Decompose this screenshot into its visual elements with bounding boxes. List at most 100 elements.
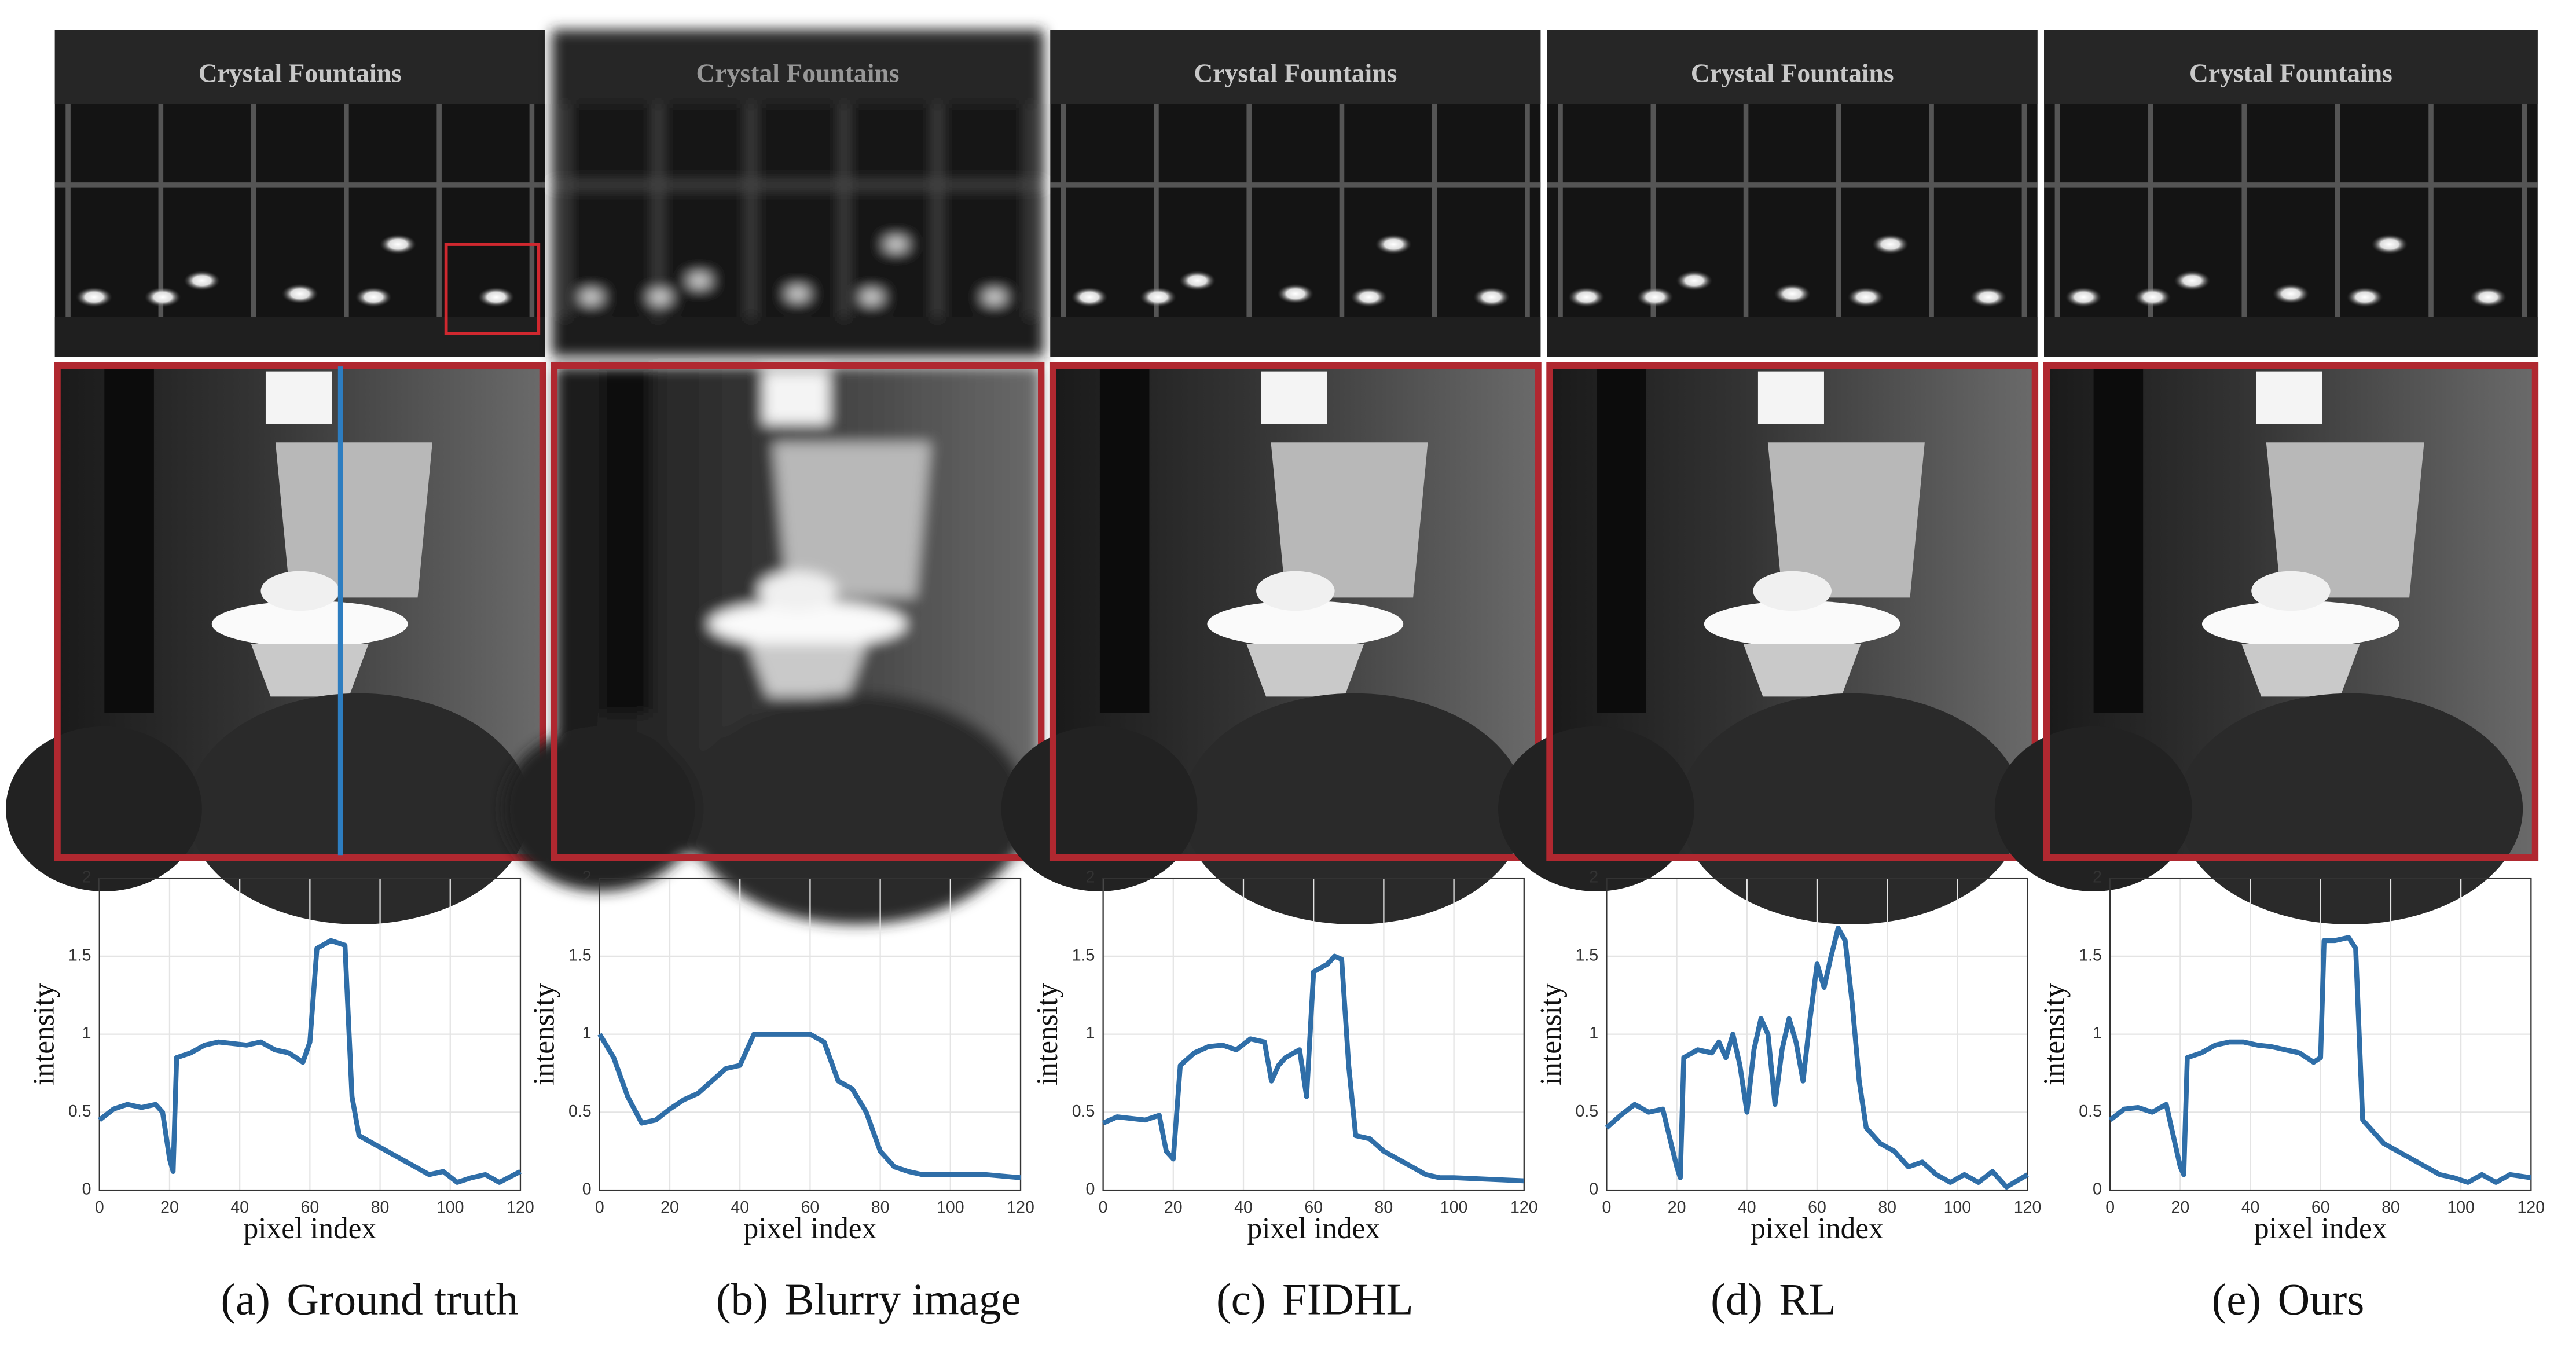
lamp — [878, 234, 915, 255]
crop-base — [1743, 644, 1861, 697]
crop-pillar — [1099, 366, 1150, 713]
lamp — [2346, 287, 2383, 307]
crop-base — [2241, 644, 2360, 697]
crop-lamp-top — [758, 571, 838, 611]
x-tick-label: 80 — [2381, 1198, 2400, 1217]
crop — [502, 366, 1041, 924]
caption-label: (d) — [1711, 1275, 1763, 1324]
lamp — [144, 287, 181, 307]
lamp — [1375, 234, 1412, 255]
crop-light — [2256, 371, 2322, 424]
x-axis-label: pixel index — [2254, 1212, 2387, 1245]
sign-band — [1050, 30, 1541, 104]
y-tick-label: 0 — [2093, 1180, 2102, 1199]
y-tick-label: 2 — [1085, 868, 1095, 887]
lamp — [2065, 287, 2102, 307]
sign-band — [2044, 30, 2538, 104]
data-line — [597, 1032, 1021, 1180]
x-tick-label: 60 — [301, 1198, 320, 1217]
lamp — [2470, 287, 2507, 307]
lamp — [76, 287, 112, 307]
crop-lamp-top — [1753, 571, 1832, 611]
x-tick-label: 120 — [2518, 1198, 2545, 1217]
x-axis-label: pixel index — [1247, 1212, 1380, 1245]
y-tick-label: 2 — [82, 868, 91, 887]
crop — [1001, 366, 1537, 924]
x-tick-label: 120 — [507, 1198, 534, 1217]
y-axis-label: intensity — [527, 983, 560, 1085]
caption-label: (b) — [716, 1275, 768, 1324]
y-tick-label: 1 — [1085, 1024, 1095, 1043]
foliage — [1050, 317, 1541, 357]
y-tick-label: 1.5 — [568, 946, 592, 964]
crop-light — [1757, 371, 1824, 424]
caption-label: (a) — [221, 1275, 270, 1324]
crop-lamp — [1704, 601, 1900, 647]
lamp — [1140, 287, 1177, 307]
x-tick-label: 80 — [1375, 1198, 1393, 1217]
crop-light — [265, 371, 332, 424]
crop-bush — [684, 693, 1029, 924]
y-tick-label: 0.5 — [568, 1102, 592, 1121]
crop-border — [1546, 362, 2039, 861]
crop-pot — [773, 442, 931, 598]
lamp — [355, 287, 392, 307]
sign-text: Crystal Fountains — [1691, 58, 1894, 88]
y-tick-label: 2 — [2093, 868, 2102, 887]
crop-bush — [2177, 693, 2523, 924]
y-tick-label: 0 — [582, 1180, 592, 1199]
lamp — [184, 270, 221, 291]
crop-bush — [1994, 726, 2192, 891]
x-tick-label: 60 — [1304, 1198, 1323, 1217]
x-tick-label: 100 — [436, 1198, 464, 1217]
lamp — [681, 270, 718, 291]
data-line — [1102, 953, 1524, 1184]
x-tick-label: 40 — [1738, 1198, 1756, 1217]
lamp — [380, 234, 417, 255]
x-tick-label: 0 — [2105, 1198, 2115, 1217]
crop-border — [551, 362, 1045, 861]
x-tick-label: 60 — [2311, 1198, 2330, 1217]
y-tick-label: 0.5 — [2079, 1102, 2102, 1121]
x-axis-label: pixel index — [1751, 1212, 1884, 1245]
sign-text: Crystal Fountains — [199, 58, 402, 88]
crop-bush — [6, 726, 202, 891]
y-tick-label: 0 — [1085, 1180, 1095, 1199]
crop-pot — [1271, 442, 1428, 598]
crop-lamp-top — [1256, 571, 1335, 611]
plot-frame — [2109, 877, 2532, 1191]
y-tick-label: 1.5 — [1575, 946, 1598, 964]
crop-pillar — [104, 366, 154, 713]
y-axis-label: intensity — [1535, 983, 1568, 1085]
x-tick-label: 20 — [2171, 1198, 2190, 1217]
crop-bush — [1679, 693, 2023, 924]
crop-bush — [1183, 693, 1526, 924]
photo — [2044, 30, 2538, 357]
crop-pillar — [601, 366, 651, 713]
y-tick-label: 1.5 — [2079, 946, 2102, 964]
photo — [54, 30, 545, 357]
lamp — [1277, 284, 1314, 304]
crop-bush — [187, 693, 531, 924]
crop-pot — [1767, 442, 1925, 598]
y-tick-label: 1 — [582, 1024, 592, 1043]
caption-text: RL — [1779, 1275, 1836, 1324]
caption-text: Ours — [2278, 1275, 2365, 1324]
x-tick-label: 0 — [1602, 1198, 1611, 1217]
crop — [6, 366, 542, 924]
x-axis-label: pixel index — [244, 1212, 377, 1245]
crop-lamp — [709, 601, 906, 647]
crop-pot — [275, 442, 432, 598]
x-tick-label: 40 — [230, 1198, 249, 1217]
y-axis-label: intensity — [2038, 983, 2071, 1085]
crop — [1994, 366, 2535, 924]
crop — [1498, 366, 2034, 924]
crop-pot — [2266, 442, 2424, 598]
x-tick-label: 120 — [1510, 1198, 1538, 1217]
data-line — [98, 938, 522, 1185]
lamp — [573, 287, 610, 307]
crop-border — [1049, 362, 1542, 861]
caption-label: (c) — [1216, 1275, 1265, 1324]
lamp — [976, 287, 1013, 307]
